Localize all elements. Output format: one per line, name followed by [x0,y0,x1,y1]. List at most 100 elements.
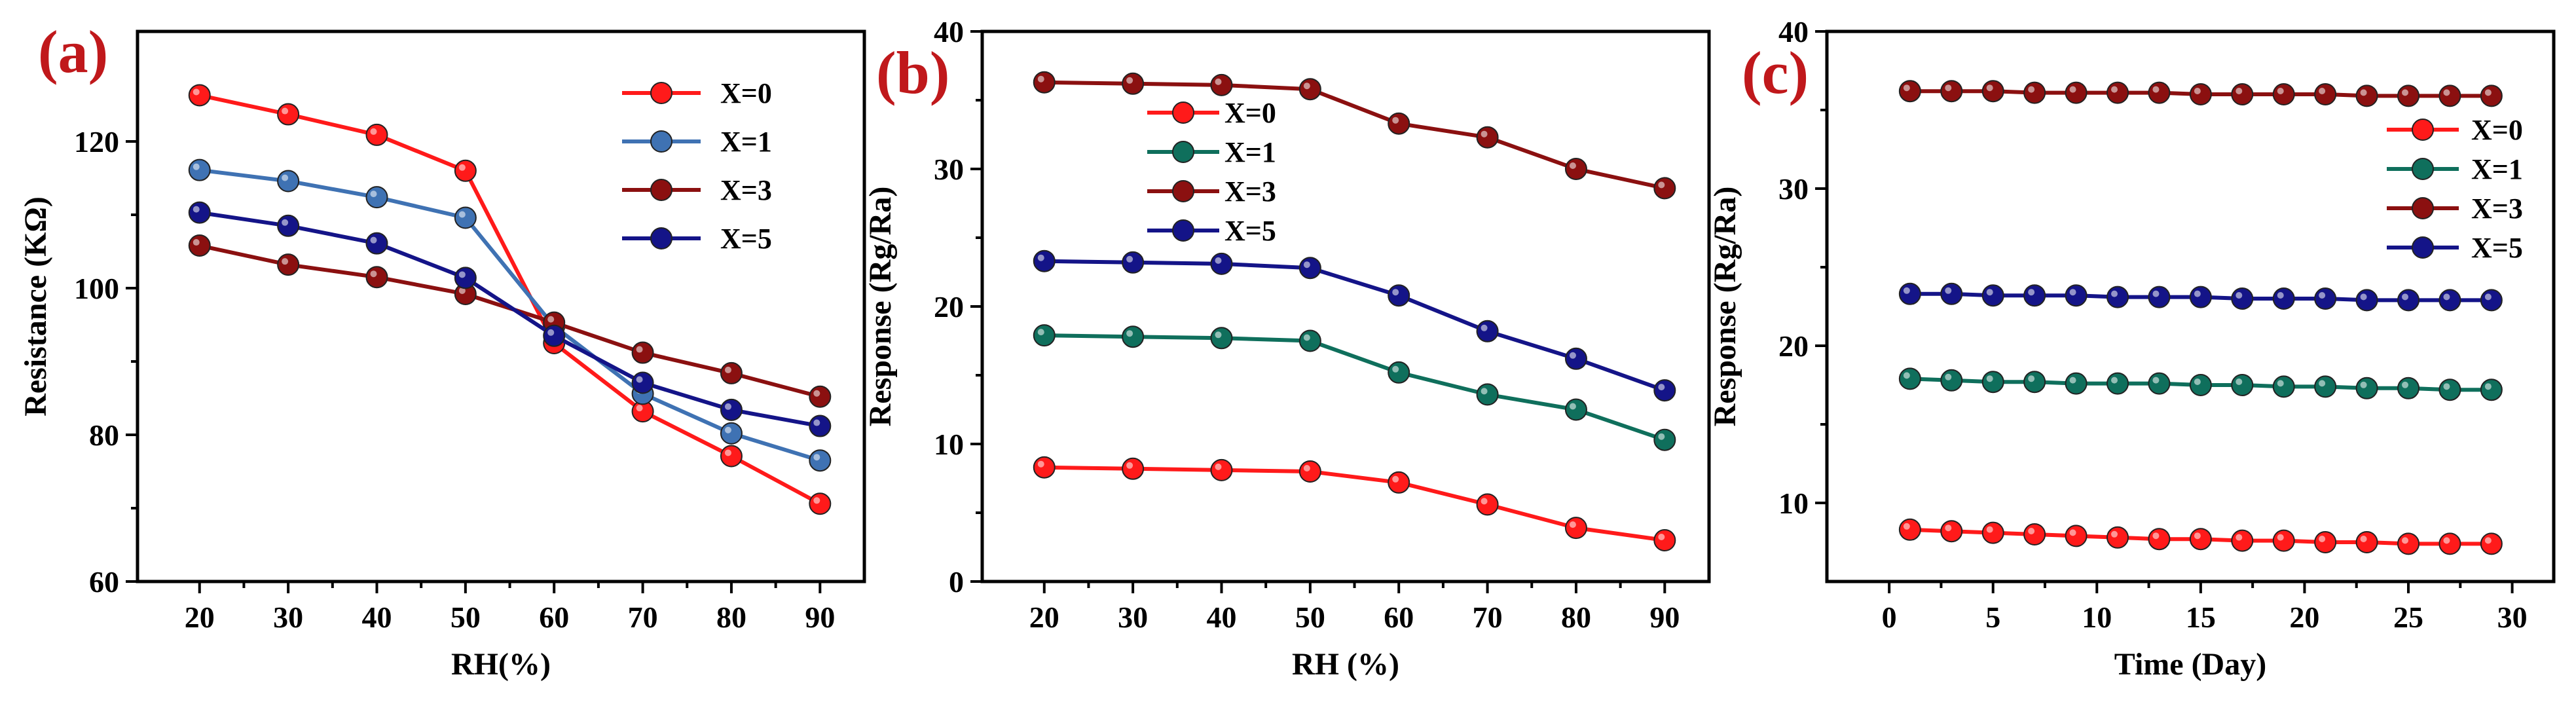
data-point [2189,286,2212,308]
data-point [1388,361,1410,384]
data-point-highlight [2484,293,2492,301]
data-point-highlight [636,405,643,412]
data-point [2272,83,2295,105]
data-point-highlight [2111,290,2118,297]
legend-marker [650,130,672,153]
legend-marker [1172,141,1194,163]
data-point-highlight [2277,534,2284,541]
series-line [199,210,820,428]
legend-label: X=0 [720,77,772,109]
legend-marker [650,82,672,104]
data-point [1476,320,1499,342]
legend-marker [1172,102,1194,124]
x-axis-title: RH (%) [1292,647,1399,682]
x-tick-label: 40 [361,600,392,634]
data-point [1033,249,1056,272]
x-tick-label: 70 [1473,600,1503,634]
data-point [2480,289,2503,312]
data-point [2231,529,2254,552]
data-point [2023,371,2046,394]
legend-marker [2412,158,2434,180]
data-point [1210,73,1233,96]
data-point-highlight [1658,433,1665,440]
data-point [1564,347,1587,370]
data-point-highlight [2194,532,2201,540]
data-point-highlight [2152,86,2160,93]
data-point [365,232,388,255]
data-point-highlight [2402,293,2408,301]
data-point-highlight [1945,287,1952,294]
data-point-highlight [458,164,466,171]
series-X=0 [1898,518,2503,555]
data-point [2355,84,2378,107]
x-tick-label: 60 [1384,600,1414,634]
data-point [2148,286,2171,308]
data-point [2189,374,2212,396]
data-point [188,234,211,257]
y-axis-title: Response (Rg/Ra) [863,187,898,427]
data-point [2438,532,2461,555]
data-point-highlight [2402,537,2408,544]
data-point-highlight [2028,289,2035,296]
legend-marker [1172,219,1194,242]
series-X=0 [188,84,832,515]
data-point [1653,529,1676,551]
legend: X=0 X=1 X=3 X=5 [2387,114,2523,264]
data-point-highlight [2069,529,2076,536]
data-point [277,214,300,237]
x-tick-label: 80 [716,600,746,634]
data-point [1210,458,1233,481]
data-point [365,266,388,289]
data-point [365,123,388,146]
series-X=5 [188,201,832,437]
data-point-highlight [2360,536,2367,542]
data-point-highlight [2319,292,2326,299]
data-point-highlight [193,163,200,170]
data-point [1210,327,1233,350]
data-point [1388,112,1410,135]
data-point-highlight [813,419,820,426]
data-point-highlight [1303,261,1310,268]
data-point-highlight [1569,521,1576,528]
x-tick-label: 90 [805,600,835,634]
data-point [1981,284,2004,307]
data-point [1898,367,1921,390]
y-tick-label: 60 [89,565,119,599]
series-line [1044,333,1666,442]
plot-frame [136,29,866,583]
data-point [1564,517,1587,540]
data-point-highlight [1126,77,1133,84]
data-point [1653,177,1676,200]
y-tick-label: 30 [1778,172,1809,206]
data-point [365,186,388,209]
data-point [2480,84,2503,107]
data-point-highlight [2319,88,2326,94]
legend-marker [1172,180,1194,202]
data-point-highlight [458,211,466,218]
legend-label: X=5 [2471,232,2523,264]
data-point [2023,284,2046,307]
data-point [277,170,300,193]
x-tick-label: 60 [539,600,569,634]
legend-label: X=0 [1224,97,1276,129]
data-point [2107,372,2129,395]
legend: X=0 X=1 X=3 X=5 [1147,97,1276,247]
data-point-highlight [370,128,377,135]
data-point-highlight [1945,84,1952,92]
data-point-highlight [813,454,820,461]
legend-marker [2412,119,2434,141]
data-point-highlight [2402,89,2408,96]
x-tick-label: 90 [1649,600,1680,634]
legend-marker [2412,197,2434,219]
x-tick-label: 20 [185,600,215,634]
data-point-highlight [2236,534,2243,541]
data-point-highlight [2028,528,2035,534]
data-point [2107,286,2129,308]
data-point-highlight [1986,289,1993,296]
data-point-highlight [2111,377,2118,384]
data-point [454,159,477,182]
data-point [1940,80,1963,103]
data-point [1033,324,1056,347]
data-point-highlight [2069,289,2076,296]
data-point [2355,531,2378,553]
